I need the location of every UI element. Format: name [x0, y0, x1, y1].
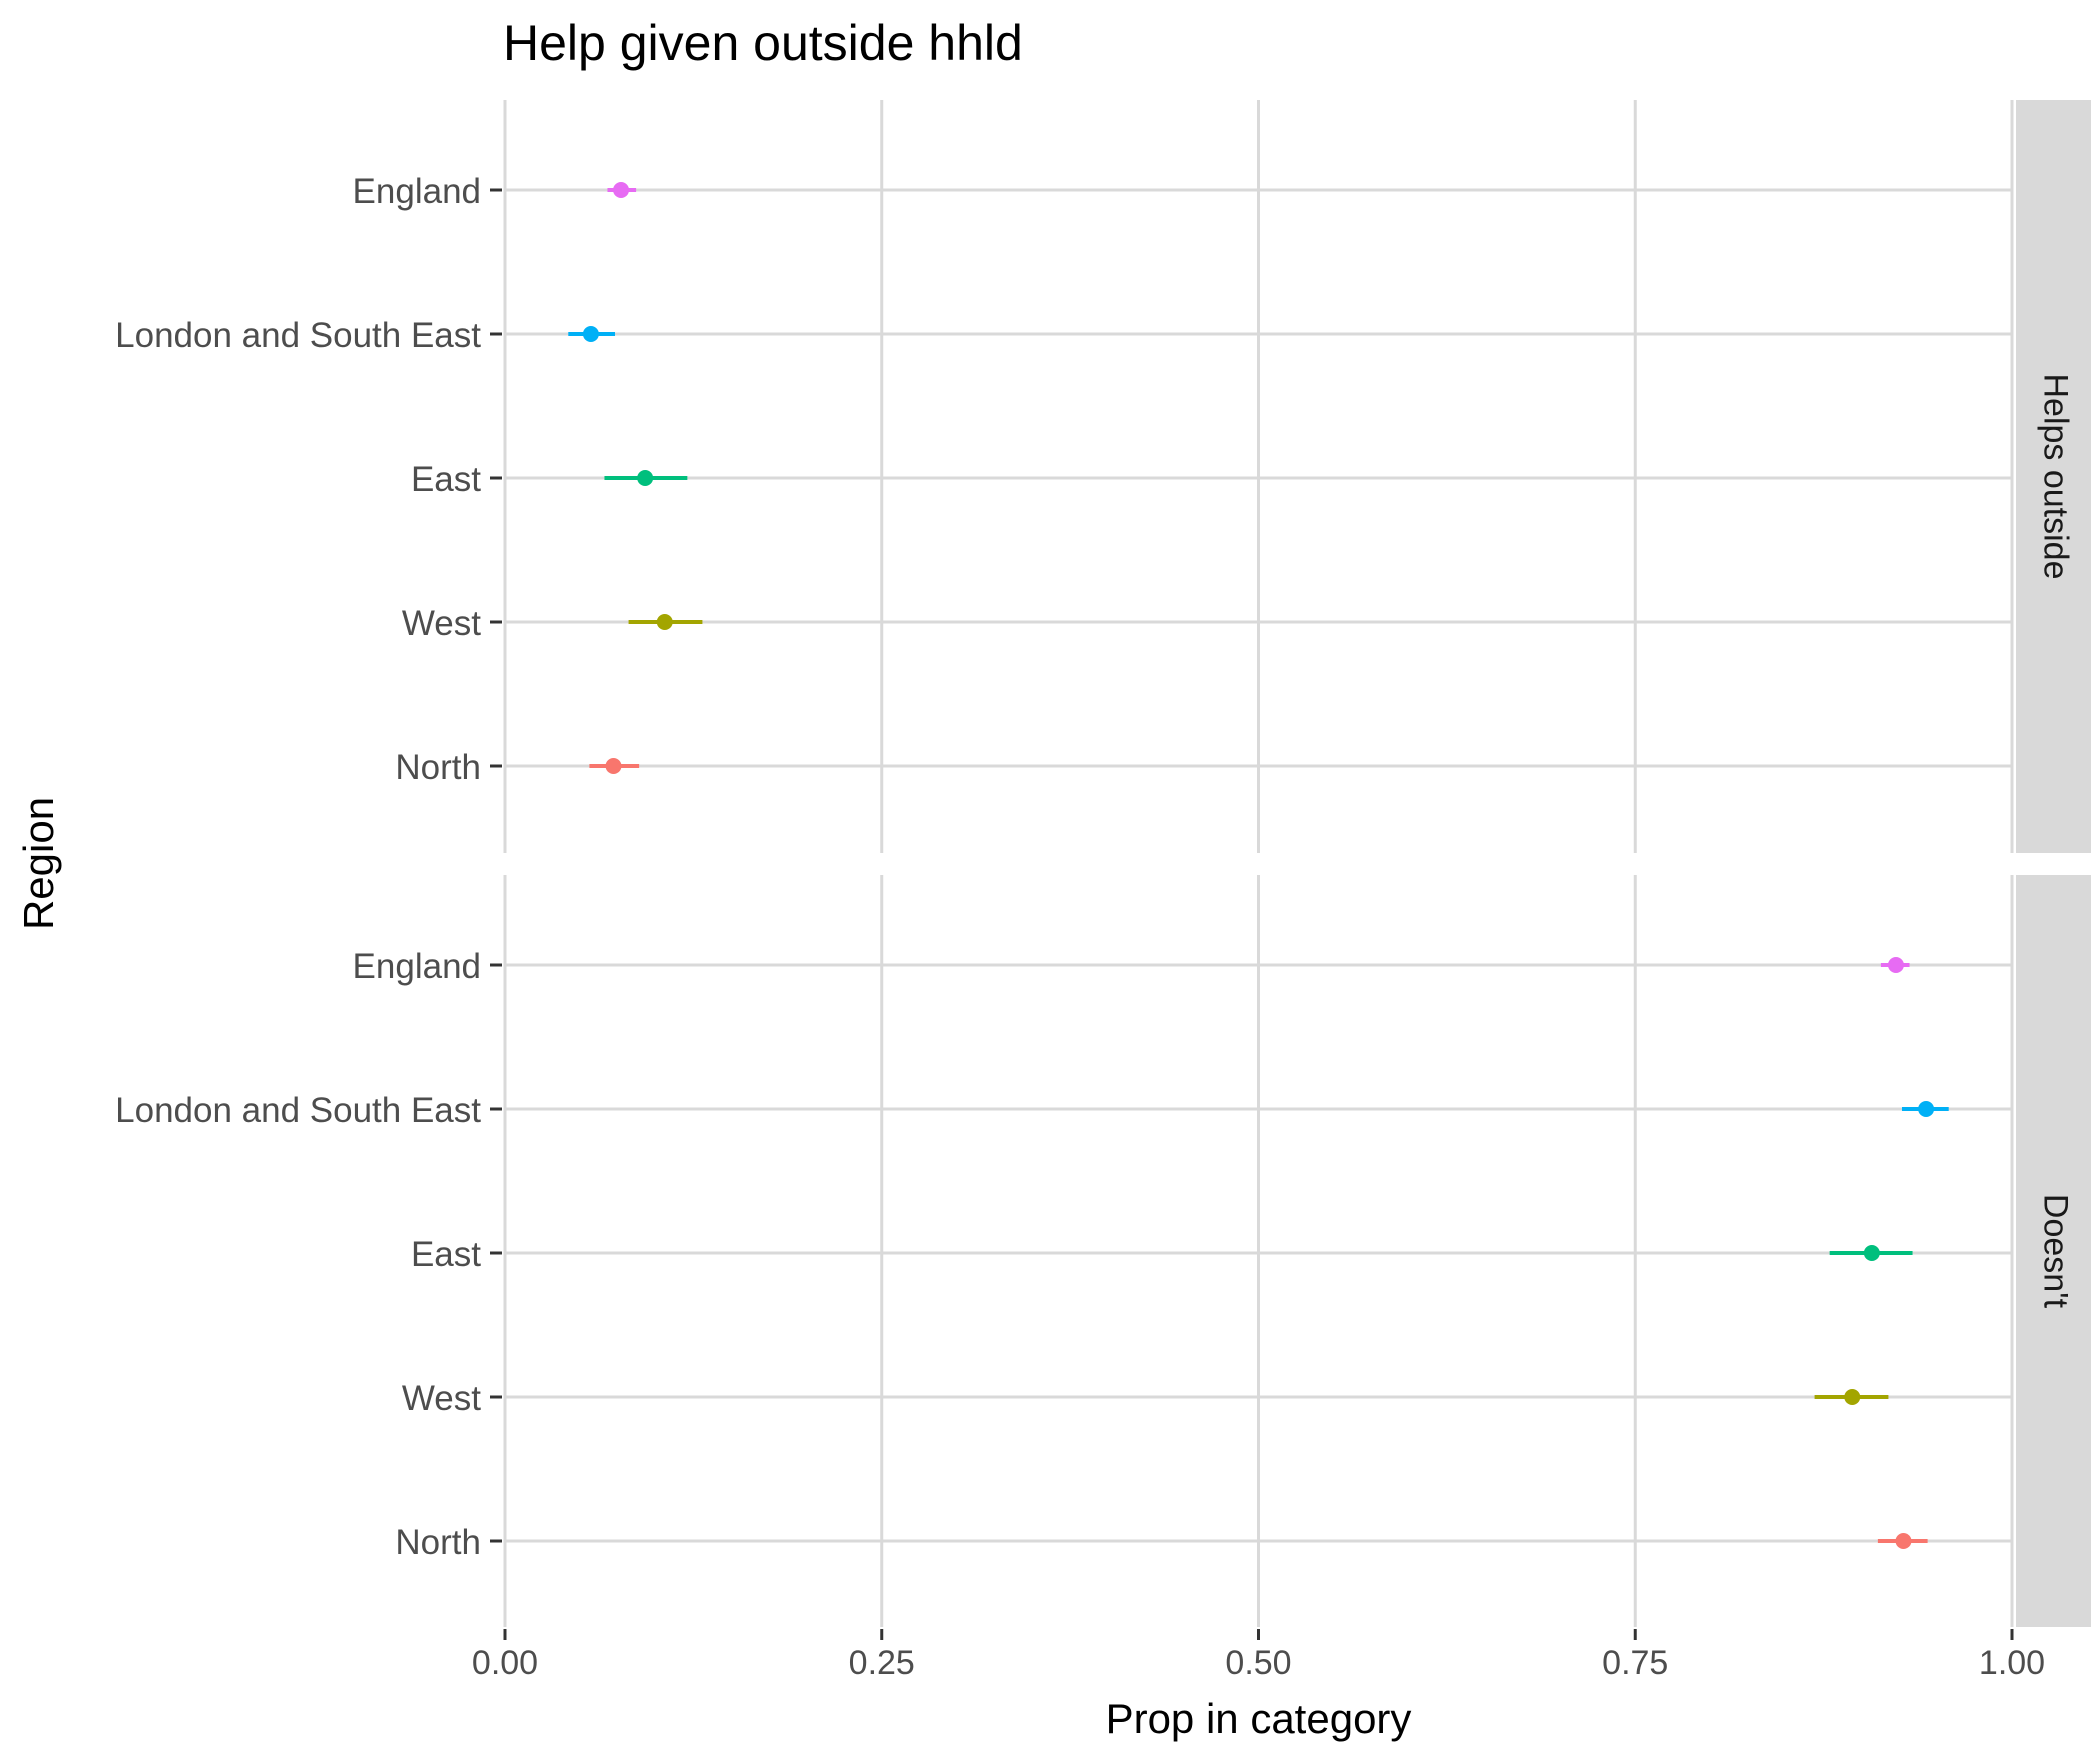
x-tick-label: 1.00 — [1979, 1644, 2045, 1682]
x-tick-label: 0.50 — [1225, 1644, 1291, 1682]
x-tick-label: 0.75 — [1602, 1644, 1668, 1682]
y-tick-label: West — [402, 1379, 481, 1418]
data-point — [1918, 1101, 1935, 1117]
y-tick-label: England — [353, 172, 481, 211]
data-point — [1863, 1245, 1880, 1261]
facet-strip-label: Doesn't — [2037, 1194, 2075, 1309]
data-point — [605, 758, 622, 774]
facet-strip — [2016, 875, 2091, 1627]
y-tick-label: East — [411, 460, 481, 499]
facet-strip-label: Helps outside — [2037, 373, 2075, 579]
data-point — [637, 470, 654, 486]
chart-title: Help given outside hhld — [503, 15, 1023, 71]
y-tick-label: East — [411, 1235, 481, 1274]
y-tick-label: North — [395, 1523, 481, 1562]
data-point — [1895, 1533, 1912, 1549]
x-axis-title: Prop in category — [1106, 1695, 1412, 1742]
y-tick-label: London and South East — [115, 1091, 481, 1130]
data-point — [656, 614, 673, 630]
y-axis-title: Region — [15, 797, 62, 930]
data-point — [613, 182, 630, 198]
x-tick-label: 0.25 — [849, 1644, 915, 1682]
y-tick-label: West — [402, 604, 481, 643]
data-point — [582, 326, 599, 342]
y-tick-label: England — [353, 947, 481, 986]
data-point — [1844, 1389, 1861, 1405]
y-tick-label: London and South East — [115, 316, 481, 355]
facet-strip — [2016, 100, 2091, 853]
y-tick-label: North — [395, 748, 481, 787]
data-point — [1887, 957, 1904, 973]
x-tick-label: 0.00 — [472, 1644, 538, 1682]
